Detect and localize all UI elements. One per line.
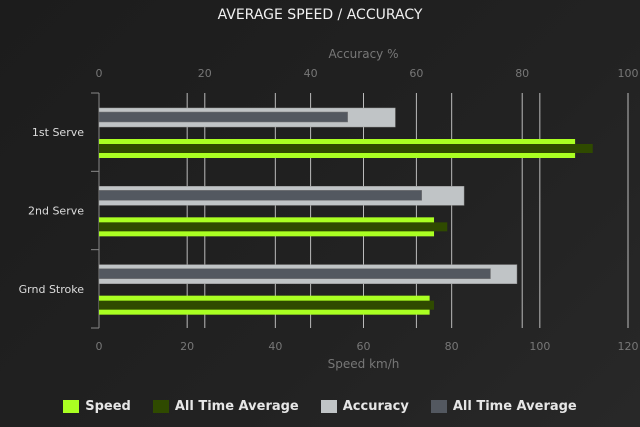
bottom-tick-label: 60 <box>357 340 371 353</box>
legend-item[interactable]: Speed <box>63 399 131 414</box>
bar-accuracy-average <box>98 111 348 123</box>
category-label: Grnd Stroke <box>19 283 85 296</box>
top-tick-label: 100 <box>618 67 639 80</box>
top-tick-label: 40 <box>304 67 318 80</box>
bar-accuracy-average <box>98 190 422 201</box>
legend: Speed All Time Average Accuracy All Time Av… <box>0 399 640 414</box>
legend-label: Accuracy <box>342 399 409 414</box>
bar-speed-average <box>99 300 435 310</box>
bar-speed-average <box>99 144 593 153</box>
bottom-tick-label: 40 <box>268 340 282 353</box>
legend-swatch <box>152 400 169 413</box>
bottom-tick-label: 0 <box>96 340 103 353</box>
legend-label: All Time Average <box>174 399 299 414</box>
bottom-axis-title: Speed km/h <box>328 357 400 371</box>
bar-accuracy-average <box>98 268 491 279</box>
bottom-tick-label: 20 <box>180 340 194 353</box>
bottom-tick-label: 120 <box>618 340 639 353</box>
top-tick-label: 20 <box>198 67 212 80</box>
bottom-tick-label: 80 <box>445 340 459 353</box>
legend-item[interactable]: All Time Average <box>430 399 577 414</box>
legend-item[interactable]: All Time Average <box>152 399 299 414</box>
bottom-tick-label: 100 <box>529 340 550 353</box>
category-label: 1st Serve <box>32 126 84 139</box>
top-tick-label: 0 <box>96 67 103 80</box>
top-tick-label: 60 <box>409 67 423 80</box>
top-tick-label: 80 <box>515 67 529 80</box>
bar-speed-average <box>99 222 448 232</box>
legend-item[interactable]: Accuracy <box>320 399 409 414</box>
legend-label: Speed <box>85 399 131 414</box>
top-axis-title: Accuracy % <box>328 47 398 61</box>
category-label: 2nd Serve <box>28 205 84 218</box>
legend-swatch <box>430 400 447 413</box>
legend-swatch <box>320 400 337 413</box>
legend-swatch <box>63 400 80 413</box>
chart-title: AVERAGE SPEED / ACCURACY <box>217 7 423 23</box>
legend-label: All Time Average <box>452 399 577 414</box>
